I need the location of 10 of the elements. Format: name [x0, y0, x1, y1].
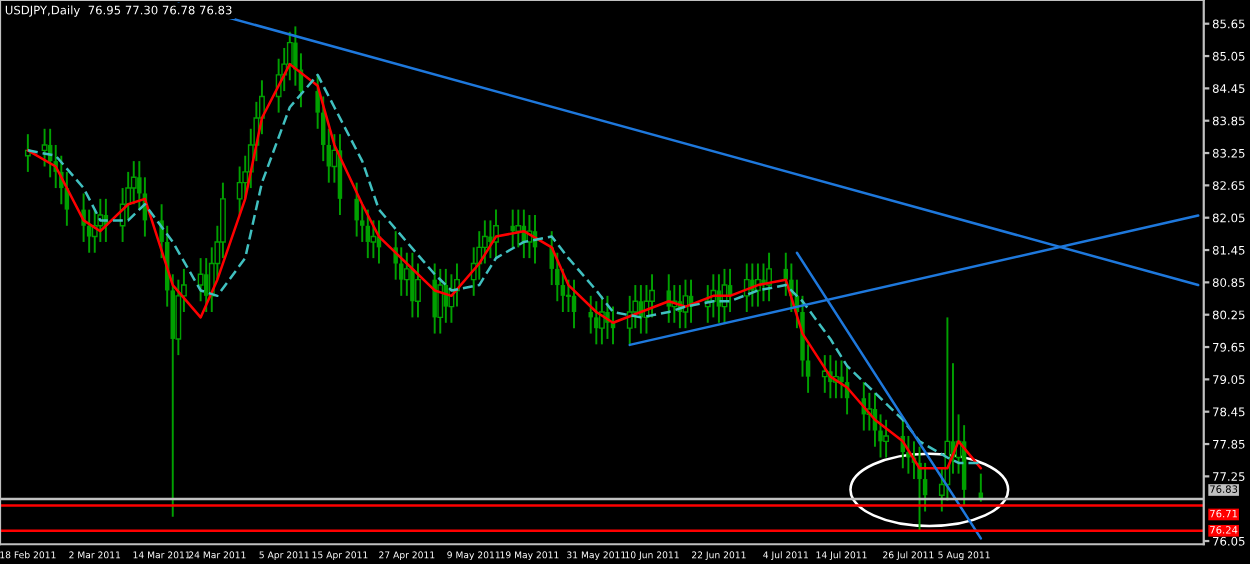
candlestick	[883, 418, 890, 459]
candlestick	[432, 262, 437, 335]
candlestick	[354, 181, 359, 238]
candlestick	[203, 257, 209, 313]
candlestick	[766, 251, 772, 303]
candlestick	[488, 219, 493, 260]
candlestick	[594, 300, 599, 346]
candlestick	[510, 208, 515, 249]
candlestick	[437, 267, 444, 335]
candlestick	[410, 251, 415, 319]
